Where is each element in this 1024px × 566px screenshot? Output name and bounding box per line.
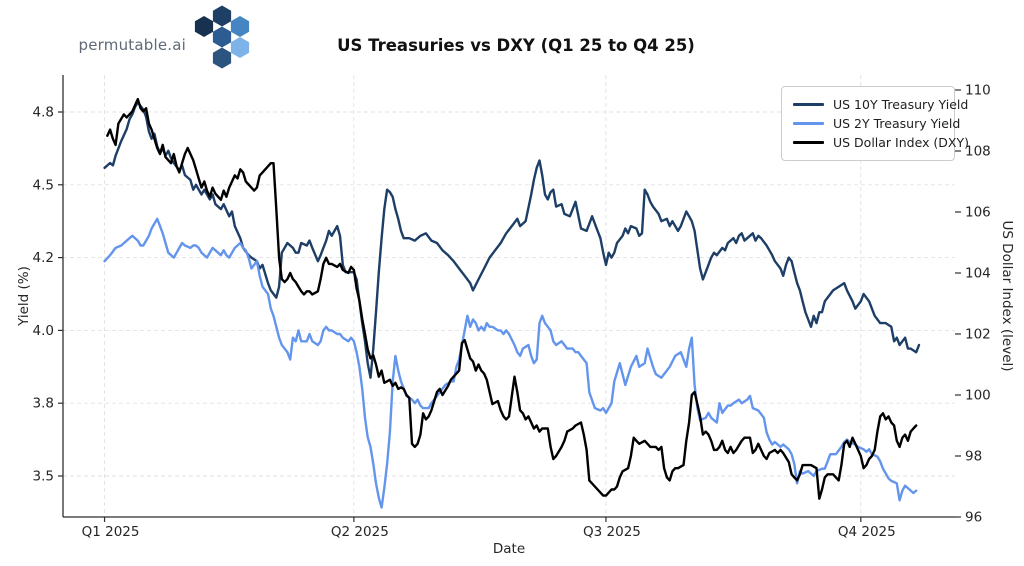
x-tick-label: Q3 2025 (583, 524, 641, 540)
legend-label: US Dollar Index (DXY) (833, 135, 970, 150)
hexagon-icon (230, 37, 250, 58)
y-right-tick-label: 98 (965, 449, 982, 465)
hexagon-icon (212, 5, 232, 27)
x-tick-label: Q4 2025 (838, 524, 896, 540)
legend-line-swatch (793, 141, 824, 144)
hexagon-icon (212, 47, 232, 69)
legend-line-swatch (793, 122, 824, 125)
logo-text: permutable.ai (78, 36, 186, 54)
y-right-tick-label: 110 (965, 83, 991, 99)
x-tick-label: Q1 2025 (82, 524, 140, 540)
y-axis-label-right: US Dollar Index (level) (999, 220, 1015, 372)
y-left-tick-label: 4.2 (33, 250, 54, 266)
x-tick-label: Q2 2025 (331, 524, 389, 540)
y-right-tick-label: 100 (965, 388, 991, 404)
x-axis-label: Date (492, 541, 526, 557)
series-line-us-dollar-index-dxy- (106, 97, 918, 500)
hexagon-cluster-icon (194, 5, 250, 69)
y-left-tick-label: 4.8 (33, 105, 54, 121)
legend: US 10Y Treasury Yield US 2Y Treasury Yiel… (781, 86, 969, 161)
legend-item: US Dollar Index (DXY) (793, 133, 969, 152)
hexagon-icon (212, 26, 232, 48)
tick-labels: 4.8 4.5 4.2 4.0 3.8 3.5 110 108 106 104 102 100 98 96… (33, 83, 991, 541)
series-line-us-2y-treasury-yield (103, 217, 918, 509)
y-axis-label-left: Yield (%) (16, 266, 32, 326)
axes-spines (62, 75, 955, 518)
y-left-tick-label: 3.5 (33, 469, 54, 485)
series-line-us-10y-treasury-yield (103, 101, 921, 379)
legend-item: US 2Y Treasury Yield (793, 114, 960, 133)
legend-label: US 2Y Treasury Yield (833, 116, 961, 131)
chart-title: US Treasuries vs DXY (Q1 25 to Q4 25) (337, 36, 695, 55)
y-left-tick-label: 3.8 (33, 396, 54, 412)
y-right-tick-label: 104 (965, 266, 991, 282)
y-right-tick-label: 108 (965, 144, 991, 160)
hexagon-icon (230, 16, 250, 37)
logo: permutable.ai (60, 0, 260, 80)
legend-item: US 10Y Treasury Yield (793, 95, 968, 114)
y-right-tick-label: 106 (965, 205, 991, 221)
legend-line-swatch (793, 103, 824, 106)
y-left-tick-label: 4.0 (33, 323, 54, 339)
legend-label: US 10Y Treasury Yield (833, 97, 969, 112)
y-right-tick-label: 96 (965, 510, 982, 526)
y-left-tick-label: 4.5 (33, 177, 54, 193)
tick-marks (58, 89, 961, 522)
y-right-tick-label: 102 (965, 327, 991, 343)
hexagon-icon (194, 16, 214, 37)
